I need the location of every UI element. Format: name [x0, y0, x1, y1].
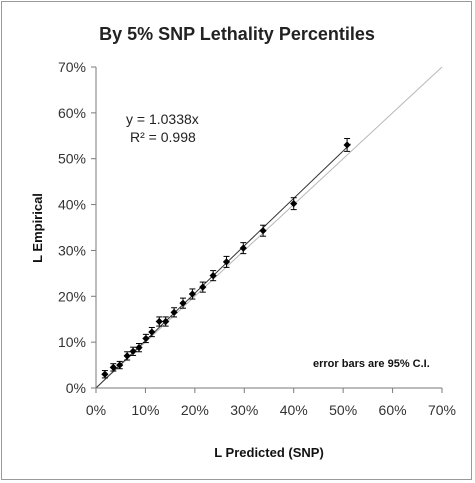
diamond-marker	[123, 352, 131, 360]
y-tick-label: 70%	[58, 59, 86, 75]
trendline-r-squared: R² = 0.998	[130, 129, 196, 145]
diamond-marker	[222, 258, 231, 266]
data-point	[155, 316, 163, 327]
data-point	[222, 255, 231, 268]
diamond-marker	[162, 317, 170, 326]
y-tick-label: 0%	[66, 380, 86, 396]
y-tick-label: 50%	[58, 151, 86, 167]
x-tick-label: 20%	[181, 402, 209, 418]
x-tick-label: 60%	[379, 402, 407, 418]
data-point	[162, 316, 170, 327]
x-tick-labels: 0% 10% 20% 30% 40% 50% 60% 70%	[86, 402, 456, 418]
x-axis-title: L Predicted (SNP)	[214, 445, 324, 460]
diamond-marker	[209, 272, 217, 280]
x-tick-label: 30%	[230, 402, 258, 418]
diamond-marker	[179, 299, 187, 307]
data-point	[179, 297, 187, 309]
data-points-group	[101, 138, 351, 379]
y-tick-label: 40%	[58, 197, 86, 213]
diamond-marker	[239, 244, 247, 252]
x-tick-label: 10%	[131, 402, 159, 418]
diamond-marker	[343, 141, 351, 149]
y-axis-title: L Empirical	[30, 193, 45, 263]
diamond-marker	[259, 227, 267, 235]
data-point	[116, 360, 124, 370]
diamond-marker	[101, 370, 109, 378]
y-tick-label: 20%	[58, 288, 86, 304]
diamond-marker	[199, 283, 207, 291]
y-tick-labels: 0% 10% 20% 30% 40% 50% 60% 70%	[58, 59, 86, 396]
data-point	[129, 346, 137, 356]
data-point	[101, 370, 109, 379]
x-tick-label: 40%	[280, 402, 308, 418]
data-point	[148, 326, 156, 338]
data-point	[135, 343, 143, 353]
axes-group	[91, 66, 443, 393]
diamond-marker	[290, 200, 298, 208]
data-point	[259, 224, 267, 237]
diamond-marker	[188, 290, 196, 298]
data-point	[290, 197, 298, 211]
data-point	[170, 307, 178, 318]
data-point	[209, 270, 217, 282]
x-tick-label: 0%	[86, 402, 106, 418]
data-point	[188, 288, 196, 300]
x-tick-label: 70%	[428, 402, 456, 418]
diamond-marker	[116, 361, 124, 369]
data-point	[123, 351, 131, 361]
trendline-equation: y = 1.0338x	[126, 111, 199, 127]
reference-line	[95, 66, 443, 389]
y-tick-label: 10%	[58, 334, 86, 350]
reference-line-group	[95, 66, 443, 389]
diamond-marker	[148, 328, 156, 336]
x-tick-label: 50%	[329, 402, 357, 418]
error-bar-note: error bars are 95% C.I.	[313, 358, 430, 370]
diamond-marker	[109, 363, 117, 371]
y-tick-label: 30%	[58, 242, 86, 258]
data-point	[109, 363, 117, 372]
data-point	[142, 333, 150, 344]
diamond-marker	[155, 317, 163, 326]
diamond-marker	[142, 334, 150, 343]
diamond-marker	[129, 347, 137, 355]
diamond-marker	[170, 308, 178, 316]
data-point	[239, 242, 247, 255]
data-point	[199, 281, 207, 293]
chart-title: By 5% SNP Lethality Percentiles	[99, 24, 375, 44]
y-tick-label: 60%	[58, 105, 86, 121]
diamond-marker	[135, 344, 143, 352]
data-point	[343, 138, 351, 152]
